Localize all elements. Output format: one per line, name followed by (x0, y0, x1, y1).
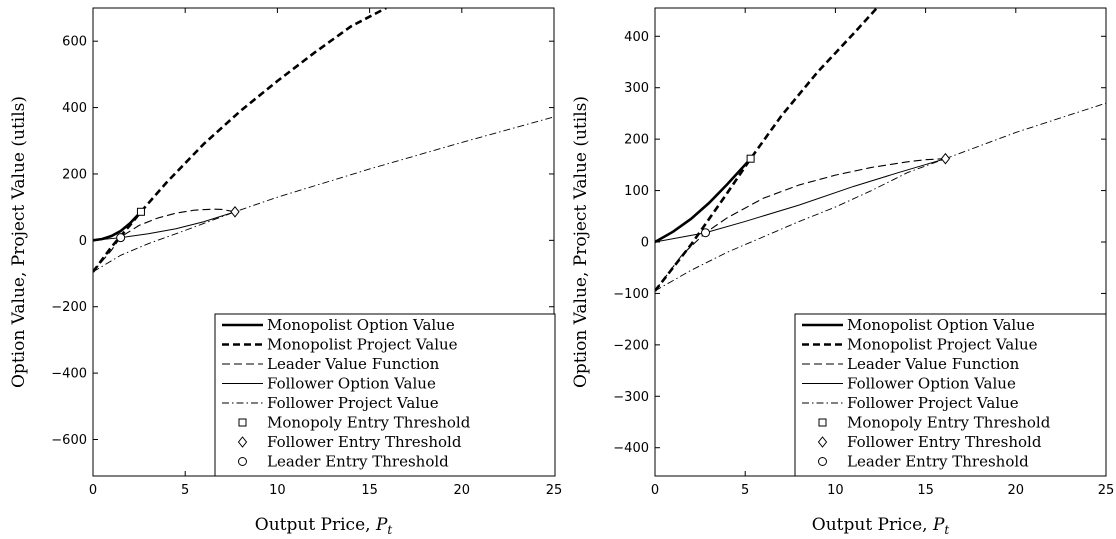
series-follower-project-value (93, 116, 554, 273)
legend-label: Follower Option Value (847, 375, 1016, 393)
y-tick-label: −400 (613, 441, 649, 456)
x-axis-label: Output Price, Pt (812, 515, 950, 537)
legend-label: Follower Project Value (847, 394, 1019, 412)
legend-box (214, 313, 556, 477)
legend-label: Leader Entry Threshold (847, 453, 1029, 471)
series-follower-option-value (93, 211, 236, 241)
x-tick-label: 10 (827, 483, 844, 498)
legend-marker-monopoly-entry-threshold (818, 418, 827, 427)
legend-label: Leader Entry Threshold (267, 453, 449, 471)
y-tick-label: 0 (641, 236, 649, 251)
marker-monopoly-entry-threshold (136, 207, 145, 216)
marker-monopoly-entry-threshold (746, 154, 755, 163)
legend-box (794, 313, 1107, 477)
y-tick-label: 0 (79, 234, 87, 249)
legend-marker-leader-entry-threshold (238, 457, 247, 466)
legend-marker-monopoly-entry-threshold (238, 418, 247, 427)
x-axis-label: Output Price, Pt (255, 515, 393, 537)
marker-follower-entry-threshold (940, 152, 951, 165)
x-tick-label: 15 (917, 483, 934, 498)
y-tick-label: −400 (51, 367, 87, 382)
plot-area (93, 8, 554, 273)
y-axis-label: Option Value, Project Value (utils) (571, 96, 591, 388)
x-tick-label: 0 (651, 483, 659, 498)
legend-label: Monopoly Entry Threshold (267, 414, 471, 432)
marker-follower-entry-threshold (230, 205, 240, 218)
x-tick-label: 25 (1098, 483, 1115, 498)
legend-marker-follower-entry-threshold (817, 436, 828, 448)
marker-leader-entry-threshold (701, 228, 711, 238)
legend: Monopolist Option Value Monopolist Projec… (214, 313, 556, 477)
y-tick-label: 200 (624, 133, 649, 148)
marker-leader-entry-threshold (116, 233, 126, 243)
y-tick-label: −200 (613, 338, 649, 353)
x-tick-label: 15 (361, 483, 378, 498)
y-tick-label: 200 (62, 167, 87, 182)
y-tick-label: 400 (624, 30, 649, 45)
series-monopolist-option-value (655, 157, 752, 244)
legend-label: Leader Value Function (267, 355, 440, 373)
x-tick-label: 10 (269, 483, 286, 498)
series-leader-value-function (655, 158, 946, 292)
x-tick-label: 25 (546, 483, 563, 498)
legend-label: Leader Value Function (847, 355, 1020, 373)
legend-label: Monopolist Project Value (847, 336, 1038, 354)
legend-marker-leader-entry-threshold (818, 457, 827, 466)
series-monopolist-project-value (93, 8, 387, 273)
legend-label: Monopolist Option Value (847, 316, 1035, 334)
series-follower-project-value (655, 102, 1106, 292)
chart-2: 0 5 10 15 20 25 −400 −300 −200 −100 0 100 200 300 400 O… (571, 7, 1115, 537)
legend-label: Follower Entry Threshold (267, 433, 462, 451)
y-tick-label: 600 (62, 35, 87, 50)
y-tick-label: 100 (624, 184, 649, 199)
legend-label: Monopolist Project Value (267, 336, 458, 354)
legend: Monopolist Option Value Monopolist Projec… (794, 313, 1107, 477)
legend-label: Follower Option Value (267, 375, 436, 393)
x-tick-label: 5 (741, 483, 749, 498)
y-tick-label: 300 (624, 81, 649, 96)
chart-1: 0 5 10 15 20 25 −600 −400 −200 0 200 400 600 Output P… (9, 7, 563, 537)
legend-marker-follower-entry-threshold (237, 436, 248, 448)
legend-label: Monopoly Entry Threshold (847, 414, 1051, 432)
x-tick-label: 20 (454, 483, 471, 498)
y-tick-label: 400 (62, 101, 87, 116)
y-axis-label: Option Value, Project Value (utils) (9, 96, 29, 388)
series-follower-option-value (655, 158, 946, 243)
legend-label: Follower Entry Threshold (847, 433, 1042, 451)
x-tick-label: 5 (181, 483, 189, 498)
y-tick-label: −300 (613, 390, 649, 405)
y-tick-label: −200 (51, 300, 87, 315)
x-tick-label: 20 (1008, 483, 1025, 498)
y-tick-label: −100 (613, 287, 649, 302)
series-monopolist-project-value (655, 8, 878, 292)
x-tick-label: 0 (89, 483, 97, 498)
legend-label: Follower Project Value (267, 394, 439, 412)
plot-area (655, 8, 1106, 292)
legend-label: Monopolist Option Value (267, 316, 455, 334)
series-leader-value-function (93, 208, 236, 273)
y-tick-label: −600 (51, 433, 87, 448)
